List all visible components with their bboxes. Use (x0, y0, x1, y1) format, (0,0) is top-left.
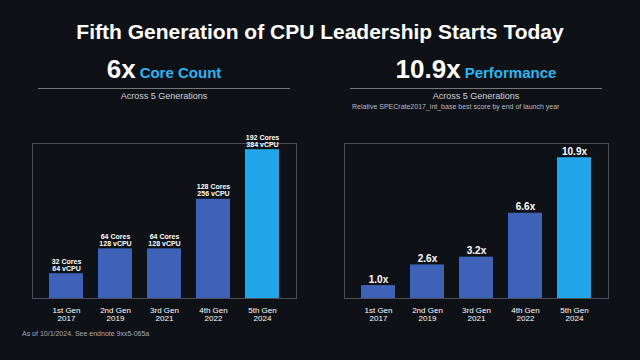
svg-text:1st Gen2017: 1st Gen2017 (364, 306, 392, 323)
svg-text:32 Cores64 vCPU: 32 Cores64 vCPU (52, 258, 82, 272)
svg-text:64 Cores128 vCPU: 64 Cores128 vCPU (148, 233, 180, 247)
html-text:Fifth Generation of CPU Leader: Fifth Generation of CPU Leadership Start… (76, 20, 564, 43)
svg-text:2nd Gen2019: 2nd Gen2019 (412, 306, 443, 323)
svg-text:2nd Gen2019: 2nd Gen2019 (100, 306, 131, 323)
svg-text:5th Gen2024: 5th Gen2024 (560, 306, 588, 323)
svg-text:192 Cores384 vCPU: 192 Cores384 vCPU (246, 134, 280, 148)
svg-text:4th Gen2022: 4th Gen2022 (199, 306, 227, 323)
html-text:10.9xPerformance: 10.9xPerformance (395, 54, 557, 84)
svg-text:64 Cores128 vCPU: 64 Cores128 vCPU (99, 233, 131, 247)
svg-text:1st Gen2017: 1st Gen2017 (52, 306, 80, 323)
svg-text:1.0x: 1.0x (369, 274, 389, 285)
html-text:As of 10/1/2024. See endnote 9: As of 10/1/2024. See endnote 9xx5-065a (22, 330, 150, 337)
svg-text:3.2x: 3.2x (467, 245, 487, 256)
svg-text:6.6x: 6.6x (516, 201, 536, 212)
svg-text:4th Gen2022: 4th Gen2022 (511, 306, 539, 323)
html-text:Relative SPECrate2017_int_base: Relative SPECrate2017_int_base best scor… (352, 103, 560, 110)
svg-text:3rd Gen2021: 3rd Gen2021 (462, 306, 491, 323)
svg-text:10.9x: 10.9x (562, 146, 587, 157)
html-text:Across 5 Generations: Across 5 Generations (120, 91, 208, 101)
svg-text:128 Cores256 vCPU: 128 Cores256 vCPU (197, 183, 231, 197)
svg-text:3rd Gen2021: 3rd Gen2021 (150, 306, 179, 323)
svg-text:2.6x: 2.6x (418, 253, 438, 264)
html-text:Across 5 Generations: Across 5 Generations (432, 91, 520, 101)
svg-text:5th Gen2024: 5th Gen2024 (248, 306, 276, 323)
html-text:6xCore Count: 6xCore Count (106, 54, 222, 84)
